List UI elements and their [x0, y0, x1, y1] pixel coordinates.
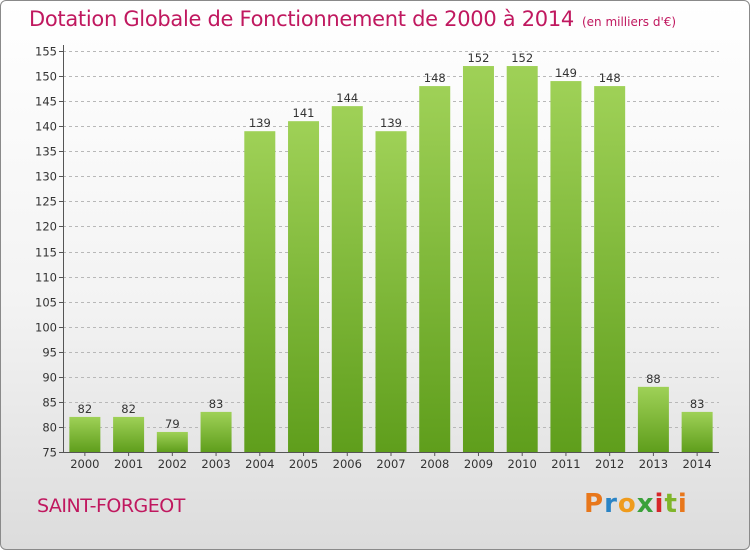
y-tick-label: 120 — [35, 220, 57, 234]
x-tick-label-2005: 2005 — [289, 457, 318, 471]
logo-letter: x — [636, 489, 655, 519]
y-tick-label: 130 — [35, 170, 57, 184]
y-tick-label: 95 — [42, 346, 57, 360]
x-tick-label-2009: 2009 — [464, 457, 493, 471]
bar-2014 — [681, 411, 713, 452]
y-tick-label: 90 — [42, 371, 57, 385]
title-main: Dotation Globale de Fonctionnement de 20… — [29, 7, 574, 31]
bar-2008 — [419, 86, 451, 453]
x-tick-label-2001: 2001 — [114, 457, 143, 471]
x-tick-label-2000: 2000 — [70, 457, 99, 471]
data-labels: 82 82 79 83 139 141 144 139 148 152 152 149 148 88 83 — [78, 51, 705, 431]
logo-letter: o — [617, 489, 637, 519]
x-tick-label-2010: 2010 — [508, 457, 537, 471]
proxiti-logo[interactable]: Proxiti — [584, 489, 688, 519]
x-tick-label-2003: 2003 — [201, 457, 230, 471]
y-tick-label: 135 — [35, 145, 57, 159]
commune-name: SAINT-FORGEOT — [37, 495, 185, 517]
x-tick-label-2014: 2014 — [682, 457, 711, 471]
title-unit: (en milliers d'€) — [581, 15, 677, 29]
bar-2011 — [550, 81, 582, 452]
bar-2003 — [200, 411, 232, 452]
data-label-2010: 152 — [511, 51, 533, 65]
x-tick-label-2002: 2002 — [158, 457, 187, 471]
y-tick-label: 85 — [42, 396, 57, 410]
chart-title: Dotation Globale de Fonctionnement de 20… — [29, 7, 676, 31]
y-tick-label: 150 — [35, 70, 57, 84]
bar-2002 — [156, 431, 188, 452]
y-tick-label: 155 — [35, 45, 57, 59]
y-tick-label: 110 — [35, 271, 57, 285]
logo-letter: t — [664, 489, 678, 519]
data-label-2004: 139 — [249, 116, 271, 130]
bar-2010 — [506, 66, 538, 452]
bar-2007 — [375, 131, 407, 452]
data-label-2006: 144 — [336, 91, 358, 105]
logo-letter: r — [604, 489, 618, 519]
y-tick-label: 105 — [35, 296, 57, 310]
data-label-2000: 82 — [78, 402, 93, 416]
y-tick-label: 75 — [42, 446, 57, 460]
y-tick-label: 125 — [35, 195, 57, 209]
x-tick-label-2008: 2008 — [420, 457, 449, 471]
data-label-2002: 79 — [165, 417, 180, 431]
data-label-2003: 83 — [209, 397, 224, 411]
x-tick-label-2006: 2006 — [333, 457, 362, 471]
y-tick-label: 80 — [42, 421, 57, 435]
data-label-2008: 148 — [424, 71, 446, 85]
data-label-2011: 149 — [555, 66, 577, 80]
bar-2000 — [69, 416, 101, 452]
data-label-2001: 82 — [121, 402, 136, 416]
data-label-2007: 139 — [380, 116, 402, 130]
bar-2013 — [637, 386, 669, 452]
y-tick-label: 145 — [35, 95, 57, 109]
x-tick-label-2012: 2012 — [595, 457, 624, 471]
x-tick-label-2013: 2013 — [639, 457, 668, 471]
x-tick-label-2007: 2007 — [376, 457, 405, 471]
y-tick-label: 115 — [35, 246, 57, 260]
y-tick-label: 140 — [35, 120, 57, 134]
x-tick-label-2004: 2004 — [245, 457, 274, 471]
logo-letter: i — [677, 489, 688, 519]
data-label-2014: 83 — [690, 397, 705, 411]
y-axis-ticks: 75 80 85 90 95 100 105 110 115 120 125 130 135 140 145… — [35, 45, 63, 460]
data-label-2013: 88 — [646, 372, 661, 386]
bar-2006 — [331, 106, 363, 452]
data-label-2009: 152 — [467, 51, 489, 65]
data-label-2005: 141 — [293, 106, 315, 120]
bar-2001 — [113, 416, 145, 452]
logo-letter: i — [654, 489, 665, 519]
y-tick-label: 100 — [35, 321, 57, 335]
bar-2012 — [594, 86, 626, 453]
bar-2005 — [288, 121, 320, 453]
logo-letter: P — [584, 489, 605, 519]
data-label-2012: 148 — [599, 71, 621, 85]
bar-2004 — [244, 131, 276, 452]
x-axis-ticks: 2000 2001 2002 2003 2004 2005 2006 2007 2008 2009… — [70, 452, 712, 471]
bars — [69, 66, 713, 453]
x-tick-label-2011: 2011 — [551, 457, 580, 471]
bar-2009 — [462, 66, 494, 452]
